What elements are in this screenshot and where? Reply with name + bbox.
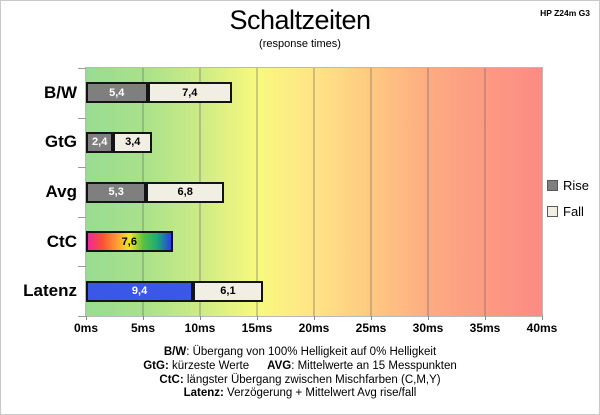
footnote-line: B/W: Übergang von 100% Helligkeit auf 0%…	[163, 346, 437, 358]
bar-rainbow: 7,6	[86, 231, 173, 253]
x-axis-tick-label: 0ms	[73, 321, 99, 335]
gridline	[313, 68, 315, 316]
y-axis-tick	[78, 316, 86, 317]
gridline	[370, 68, 372, 316]
legend-item-rise: Rise	[547, 178, 589, 193]
x-axis-tick-label: 15ms	[241, 321, 273, 335]
legend-rise-label: Rise	[563, 178, 590, 193]
gridline	[427, 68, 429, 316]
bar-gray: 5,3	[86, 181, 147, 203]
x-axis-tick-label: 10ms	[184, 321, 216, 335]
x-axis-tick-label: 40ms	[526, 321, 558, 335]
y-axis-tick	[78, 216, 86, 218]
x-axis-tick	[485, 316, 486, 320]
footnote-line: Latenz: Verzögerung + Mittelwert Avg ris…	[183, 387, 417, 400]
category-label: B/W	[43, 82, 77, 102]
category-label: Avg	[45, 182, 78, 201]
category-label: GtG	[44, 132, 77, 152]
bar-fall: 6,1	[193, 280, 263, 302]
device-label: HP Z24m G3	[540, 8, 590, 18]
category-label: Latenz	[23, 281, 77, 301]
legend-item-fall: Fall	[547, 204, 589, 219]
fall-swatch-icon	[547, 206, 558, 217]
y-axis-tick	[78, 68, 86, 69]
legend: Rise Fall	[547, 178, 589, 230]
x-axis-tick	[428, 316, 429, 320]
x-axis-tick	[371, 316, 372, 320]
x-axis-tick-label: 20ms	[298, 321, 330, 335]
gridline	[256, 68, 258, 316]
x-axis-tick	[200, 316, 201, 320]
x-axis-tick-label: 5ms	[130, 321, 156, 335]
y-axis-tick	[78, 167, 86, 169]
category-label: CtC	[46, 231, 77, 251]
x-axis-tick	[257, 316, 258, 320]
x-axis-tick-label: 25ms	[355, 321, 387, 335]
gridline	[484, 68, 486, 316]
footnote-line: GtG: kürzeste Werte AVG: Mittelwerte an 1…	[143, 359, 457, 372]
footnote-line: CtC: längster Übergang zwischen Mischfar…	[159, 373, 441, 386]
chart-title: Schaltzeiten	[229, 5, 371, 35]
bar-fall: 3,4	[113, 131, 153, 153]
bar-fall: 6,8	[146, 181, 224, 203]
bar-gray: 5,4	[86, 82, 148, 104]
bar-fall: 7,4	[147, 82, 232, 104]
x-axis-tick-label: 35ms	[469, 321, 501, 335]
bar-blue: 9,4	[86, 280, 194, 302]
rise-swatch-icon	[547, 180, 558, 191]
bar-gray: 2,4	[86, 131, 114, 153]
footnotes: B/W: Übergang von 100% Helligkeit auf 0%…	[1, 346, 599, 401]
y-axis-tick	[78, 117, 86, 119]
x-axis-tick	[542, 316, 543, 320]
x-axis-tick	[86, 316, 87, 320]
x-axis-tick	[143, 316, 144, 320]
legend-fall-label: Fall	[563, 204, 584, 219]
x-axis-tick-label: 30ms	[412, 321, 444, 335]
y-axis-tick	[78, 266, 86, 268]
plot-area: 5,4 7,4 2,4 3,4 5,3 6,8 7,6 9,4 6,1	[86, 68, 542, 316]
chart-subtitle: (response times)	[259, 38, 341, 50]
x-axis-tick	[314, 316, 315, 320]
